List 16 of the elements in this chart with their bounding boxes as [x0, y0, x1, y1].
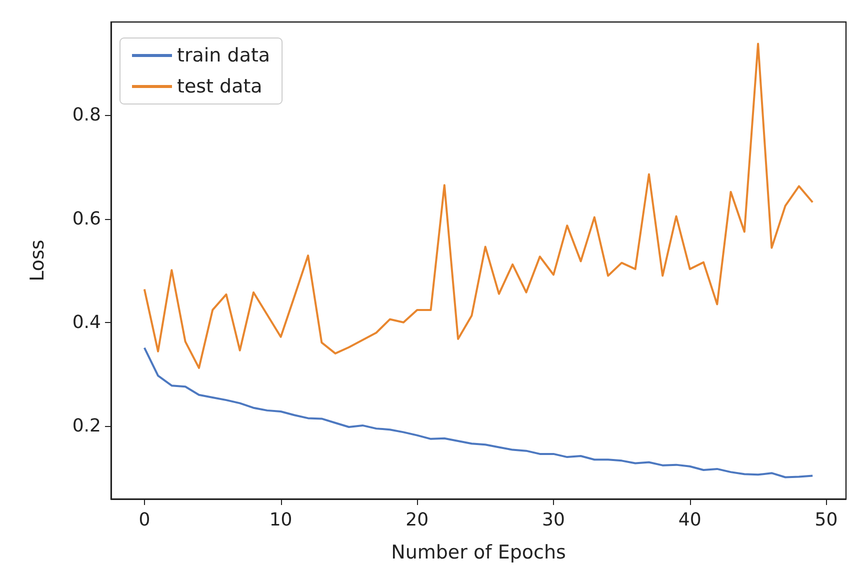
x-tick-label: 20 — [406, 510, 429, 530]
x-tick-label: 30 — [542, 510, 565, 530]
legend-label: train data — [177, 44, 270, 66]
y-tick-label: 0.4 — [72, 312, 101, 333]
line-series — [143, 42, 814, 369]
y-axis-title: Loss — [26, 240, 48, 282]
legend-label: test data — [177, 76, 262, 98]
x-tick-label: 0 — [138, 510, 150, 530]
x-tick-label: 10 — [269, 510, 292, 530]
y-tick-label: 0.6 — [72, 208, 101, 230]
y-tick-label: 0.8 — [72, 104, 101, 126]
line-series — [143, 346, 814, 478]
y-tick-label: 0.2 — [72, 415, 101, 436]
x-tick-label: 50 — [814, 510, 838, 530]
x-axis-title: Number of Epochs — [391, 542, 566, 564]
x-tick-label: 40 — [678, 510, 702, 530]
